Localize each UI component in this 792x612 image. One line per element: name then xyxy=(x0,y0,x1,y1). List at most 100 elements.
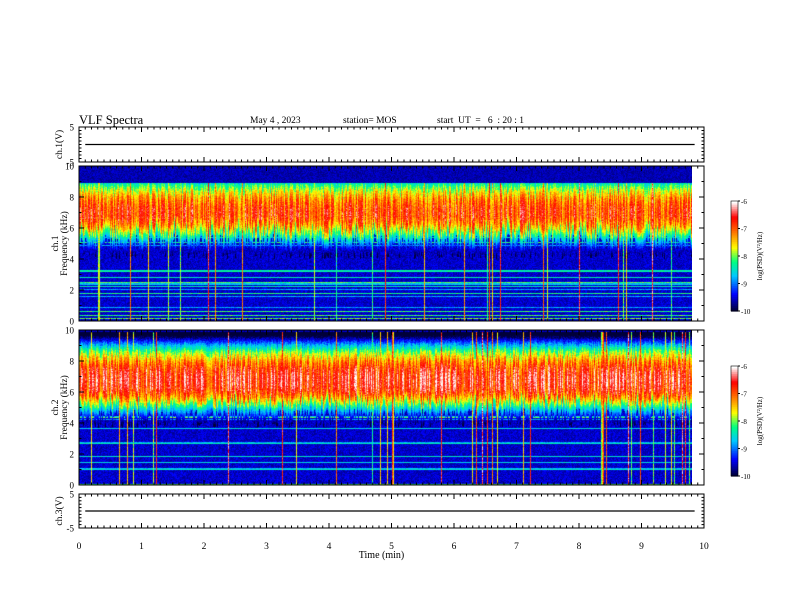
xtick-label: 8 xyxy=(577,542,582,552)
colorbar-cell xyxy=(731,230,738,233)
colorbar-cell xyxy=(731,287,738,290)
colorbar-cell xyxy=(731,245,738,248)
colorbar-cell xyxy=(731,367,738,371)
colorbar-tick-label: -9 xyxy=(741,281,747,289)
colorbar-cell xyxy=(731,474,738,477)
colorbar-cell xyxy=(731,432,738,435)
colorbar-cell xyxy=(731,292,738,296)
xtick-label: 4 xyxy=(327,542,332,552)
colorbar-cell xyxy=(731,223,738,226)
colorbar-cell xyxy=(731,444,738,448)
ch1-spectrogram-image xyxy=(79,166,692,321)
colorbar-cell xyxy=(731,243,738,246)
colorbar-cell xyxy=(731,461,738,464)
colorbar-cell xyxy=(731,261,738,264)
colorbar-label: log(PSD)(V²/Hz) xyxy=(756,396,764,445)
colorbar-cell xyxy=(731,430,738,433)
colorbar-cell xyxy=(731,366,738,369)
colorbar-cell xyxy=(731,426,738,429)
colorbar-cell xyxy=(731,400,738,404)
colorbar-label: log(PSD)(V²/Hz) xyxy=(756,231,764,280)
ytick-label: 0 xyxy=(70,317,75,327)
colorbar-cell xyxy=(731,457,738,461)
colorbar-cell xyxy=(731,468,738,472)
colorbar-cell xyxy=(731,472,738,475)
colorbar-cell xyxy=(731,404,738,407)
colorbar-cell xyxy=(731,406,738,409)
colorbar-cell xyxy=(731,309,738,312)
xtick-label: 2 xyxy=(202,542,207,552)
colorbar-cell xyxy=(731,411,738,415)
colorbar-cell xyxy=(731,455,738,459)
xtick-label: 3 xyxy=(264,542,269,552)
colorbar-cell xyxy=(731,210,738,213)
colorbar-cell xyxy=(731,281,738,285)
ytick-label: 10 xyxy=(65,326,75,336)
colorbar-cell xyxy=(731,378,738,382)
colorbar-cell xyxy=(731,268,738,272)
colorbar-cell xyxy=(731,454,738,457)
colorbar-cell xyxy=(731,241,738,244)
xtick-label: 9 xyxy=(639,542,644,552)
colorbar-cell xyxy=(731,417,738,420)
colorbar-cell xyxy=(731,389,738,393)
ytick-label: 6 xyxy=(70,224,75,234)
colorbar-cell xyxy=(731,371,738,374)
colorbar-cell xyxy=(731,428,738,431)
colorbar-cell xyxy=(731,470,738,473)
xaxis-label: Time (min) xyxy=(359,550,404,561)
colorbar-cell xyxy=(731,226,738,230)
colorbar-cell xyxy=(731,305,738,308)
colorbar-cell xyxy=(731,235,738,239)
colorbar-cell xyxy=(731,212,738,215)
colorbar-cell xyxy=(731,289,738,292)
colorbar-cell xyxy=(731,388,738,391)
colorbar-cell xyxy=(731,257,738,261)
colorbar-cell xyxy=(731,204,738,208)
colorbar-cell xyxy=(731,217,738,220)
colorbar-cell xyxy=(731,256,738,259)
colorbar-cell xyxy=(731,219,738,222)
colorbar-cell xyxy=(731,437,738,440)
colorbar-tick-label: -7 xyxy=(741,391,747,399)
colorbar-cell xyxy=(731,274,738,277)
ytick-label: -5 xyxy=(67,158,75,168)
ytick-label: 4 xyxy=(70,419,75,429)
colorbar-cell xyxy=(731,463,738,466)
ylabel: Frequency (kHz) xyxy=(59,375,70,440)
xtick-label: 1 xyxy=(139,542,144,552)
colorbar-cell xyxy=(731,448,738,451)
colorbar-cell xyxy=(731,382,738,385)
xtick-label: 0 xyxy=(77,542,82,552)
colorbar-tick-label: -7 xyxy=(741,226,747,234)
colorbar-cell xyxy=(731,439,738,442)
colorbar-cell xyxy=(731,452,738,455)
ch2-spectrogram-image xyxy=(79,330,692,485)
colorbar-cell xyxy=(731,384,738,387)
plot-title: VLF Spectra xyxy=(79,113,144,127)
colorbar-cell xyxy=(731,248,738,252)
colorbar-cell xyxy=(731,402,738,406)
ylabel: ch.1 xyxy=(51,235,61,251)
ytick-label: 4 xyxy=(70,255,75,265)
colorbar-cell xyxy=(731,237,738,241)
colorbar-cell xyxy=(731,373,738,376)
colorbar-cell xyxy=(731,459,738,462)
colorbar-cell xyxy=(731,441,738,444)
colorbar-cell xyxy=(731,221,738,224)
date-label: May 4 , 2023 xyxy=(250,116,301,126)
colorbar-cell xyxy=(731,380,738,384)
ytick-label: 8 xyxy=(70,357,75,367)
ytick-label: -5 xyxy=(67,524,75,534)
colorbar-cell xyxy=(731,395,738,398)
colorbar-cell xyxy=(731,206,738,209)
colorbar-cell xyxy=(731,300,738,303)
colorbar-cell xyxy=(731,397,738,400)
colorbar-tick-label: -10 xyxy=(741,308,751,316)
colorbar-cell xyxy=(731,202,738,206)
colorbar-tick-label: -9 xyxy=(741,446,747,454)
xtick-label: 6 xyxy=(452,542,457,552)
colorbar-cell xyxy=(731,386,738,389)
colorbar-cell xyxy=(731,369,738,373)
